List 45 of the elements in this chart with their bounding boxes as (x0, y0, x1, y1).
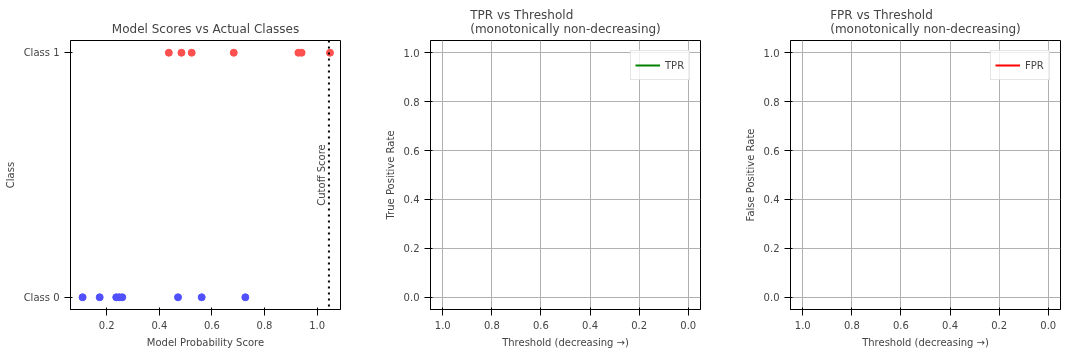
x-tick-label: 0.6 (533, 319, 549, 331)
y-tick-label: 0.8 (763, 96, 780, 108)
y-axis-title: False Positive Rate (744, 128, 756, 222)
y-tick-label: 0.0 (403, 292, 420, 304)
x-tick-label: 0.2 (98, 319, 115, 331)
y-axis-title: True Positive Rate (384, 130, 396, 221)
x-tick-label: 0.4 (942, 319, 958, 331)
x-tick-label: 0.6 (893, 319, 909, 331)
ref-line-label: Cutoff Score (315, 144, 327, 206)
y-tick-label: Class 0 (23, 291, 60, 303)
y-tick-label: 0.6 (403, 145, 420, 157)
x-tick-label: 0.8 (256, 319, 273, 331)
y-tick-label: 1.0 (403, 47, 420, 59)
legend-label: FPR (1025, 59, 1045, 71)
x-tick-label: 0.2 (631, 319, 648, 331)
y-tick-label: 1.0 (763, 47, 780, 59)
y-axis-title: Class (4, 161, 16, 189)
y-tick-label: 0.0 (763, 292, 780, 304)
x-tick-label: 1.0 (434, 319, 451, 331)
x-tick-label: 0.4 (151, 319, 168, 331)
x-tick-label: 0.0 (1040, 319, 1057, 331)
y-tick-label: Class 1 (23, 47, 60, 59)
y-tick-label: 0.2 (763, 243, 780, 255)
x-tick-label: 0.4 (582, 319, 598, 331)
x-tick-label: 0.8 (843, 319, 860, 331)
x-axis-title: Threshold (decreasing →) (501, 336, 629, 348)
chart-title: Model Scores vs Actual Classes (111, 21, 300, 36)
y-tick-label: 0.2 (403, 243, 420, 255)
y-tick-label: 0.6 (763, 145, 780, 157)
y-tick-label: 0.4 (403, 194, 420, 206)
chart-title: FPR vs Threshold (830, 7, 933, 22)
x-tick-label: 0.2 (991, 319, 1008, 331)
x-tick-label: 0.8 (483, 319, 500, 331)
chart-subtitle: (monotonically non-decreasing) (830, 21, 1021, 36)
x-tick-label: 0.6 (203, 319, 220, 331)
chart-subtitle: (monotonically non-decreasing) (470, 21, 661, 36)
x-tick-label: 1.0 (794, 319, 811, 331)
x-axis-title: Threshold (decreasing →) (861, 336, 989, 348)
y-tick-label: 0.8 (403, 96, 420, 108)
chart-title: TPR vs Threshold (469, 7, 574, 22)
x-tick-label: 0.0 (680, 319, 697, 331)
x-tick-label: 1.0 (309, 319, 326, 331)
x-axis-title: Model Probability Score (146, 336, 265, 348)
y-tick-label: 0.4 (763, 194, 780, 206)
legend-label: TPR (665, 59, 685, 71)
